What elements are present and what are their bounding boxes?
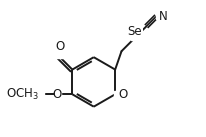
Text: O: O [53, 88, 62, 101]
Text: O: O [55, 40, 64, 53]
Text: O: O [117, 88, 127, 101]
Bar [155, 13, 161, 19]
Bar [56, 52, 62, 58]
Text: OCH$_3$: OCH$_3$ [6, 87, 39, 102]
Bar [114, 91, 121, 97]
Bar [35, 91, 44, 97]
Bar [130, 34, 138, 40]
Text: N: N [158, 10, 167, 23]
Text: Se: Se [126, 25, 141, 38]
Bar [55, 91, 61, 97]
